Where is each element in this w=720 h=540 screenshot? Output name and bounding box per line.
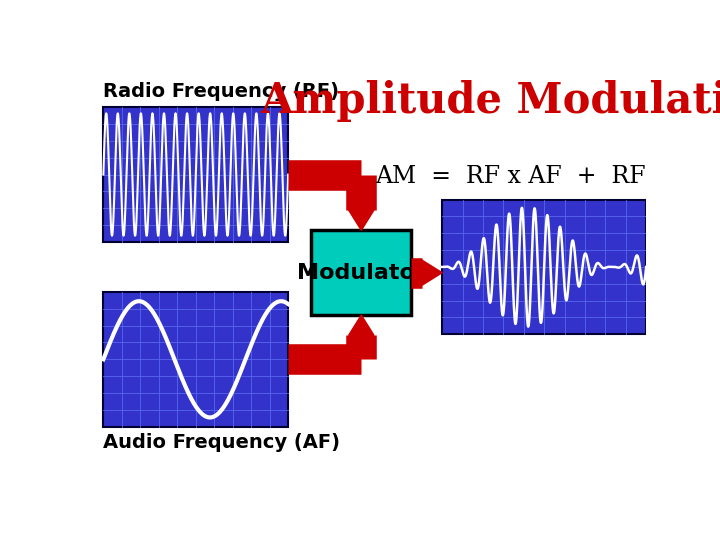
Bar	[442, 200, 647, 334]
Bar	[104, 292, 288, 427]
Text: Audio Frequency (AF): Audio Frequency (AF)	[104, 433, 341, 452]
Bar	[311, 231, 411, 315]
Text: Amplitude Modulation: Amplitude Modulation	[261, 80, 720, 122]
Text: AM  =  RF x AF  +  RF: AM = RF x AF + RF	[376, 165, 647, 188]
Text: Radio Frequency (RF): Radio Frequency (RF)	[104, 82, 339, 101]
FancyArrow shape	[348, 315, 374, 335]
FancyArrow shape	[348, 210, 374, 231]
Bar	[104, 107, 288, 242]
FancyArrow shape	[422, 260, 442, 286]
Text: Modulator: Modulator	[297, 262, 426, 283]
